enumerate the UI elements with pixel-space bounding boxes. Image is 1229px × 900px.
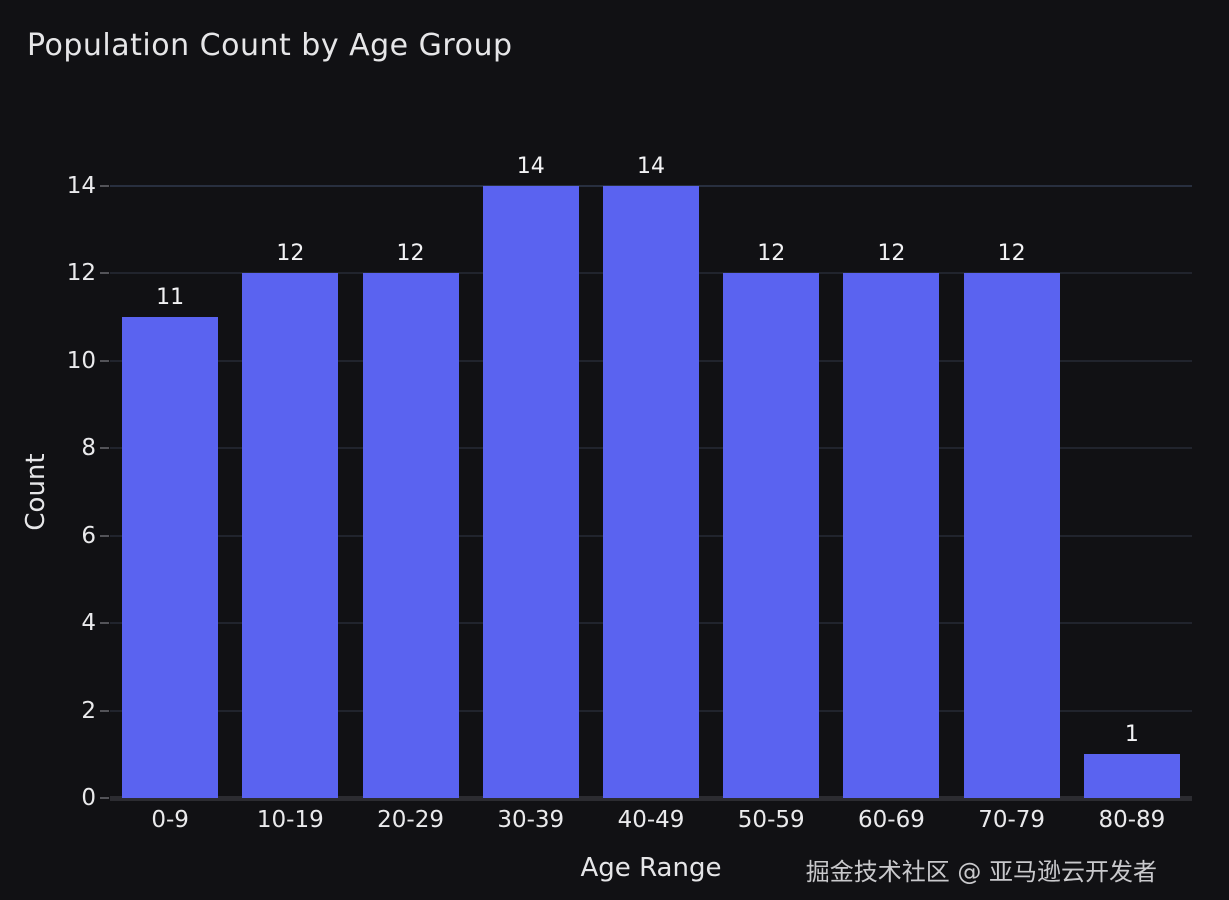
x-tick-label-80-89: 80-89 — [1098, 807, 1166, 833]
bar-value-label-30-39: 14 — [516, 154, 545, 179]
y-tick-mark-10 — [100, 359, 109, 362]
bar-value-label-10-19: 12 — [276, 241, 305, 267]
x-tick-label-30-39: 30-39 — [497, 807, 565, 833]
bar-value-label-20-29: 12 — [396, 241, 425, 267]
x-axis-spine — [110, 796, 1192, 801]
chart-title: Population Count by Age Group — [27, 28, 513, 63]
bar-value-label-80-89: 1 — [1124, 722, 1139, 748]
x-axis-label: Age Range — [580, 853, 722, 883]
bar-30-39[interactable]: 14 — [482, 154, 579, 798]
x-tick-label-50-59: 50-59 — [737, 807, 805, 833]
y-tick-mark-12 — [100, 272, 109, 275]
x-tick-label-40-49: 40-49 — [617, 807, 685, 833]
bar-50-59[interactable]: 12 — [723, 241, 820, 798]
bar-80-89[interactable]: 1 — [1083, 722, 1180, 798]
bar-0-9[interactable]: 11 — [122, 285, 219, 798]
bar-value-label-60-69: 12 — [877, 241, 906, 267]
y-tick-label-2: 2 — [81, 697, 96, 724]
y-tick-mark-4 — [100, 622, 109, 625]
x-tick-label-20-29: 20-29 — [377, 807, 444, 833]
bar-40-49[interactable]: 14 — [603, 154, 699, 798]
bar-20-29[interactable]: 12 — [362, 241, 459, 798]
bar-value-label-50-59: 12 — [757, 241, 786, 267]
y-tick-mark-0 — [100, 797, 109, 799]
y-axis-label: Count — [21, 453, 51, 531]
bar-value-label-0-9: 11 — [156, 285, 185, 311]
x-tick-label-60-69: 60-69 — [858, 807, 925, 833]
x-tick-label-70-79: 70-79 — [978, 807, 1046, 833]
y-tick-label-4: 4 — [81, 610, 96, 637]
y-tick-mark-14 — [100, 185, 109, 187]
bar-10-19[interactable]: 12 — [242, 241, 339, 798]
bar-60-69[interactable]: 12 — [843, 241, 940, 798]
y-tick-mark-8 — [100, 447, 109, 450]
bar-value-label-40-49: 14 — [637, 154, 665, 179]
y-tick-label-12: 12 — [66, 260, 96, 287]
y-tick-label-8: 8 — [81, 435, 96, 462]
x-tick-label-0-9: 0-9 — [151, 807, 189, 833]
y-tick-label-14: 14 — [66, 173, 96, 199]
y-tick-label-0: 0 — [81, 785, 96, 811]
y-tick-mark-6 — [100, 534, 109, 537]
plot-area: 0 2 4 6 8 10 12 14 11 0-9 12 10-19 12 20-29 14 30-39 14 4… — [67, 154, 1192, 833]
x-tick-label-10-19: 10-19 — [256, 807, 324, 833]
watermark: 掘金技术社区 @ 亚马逊云开发者 — [805, 858, 1157, 886]
y-tick-label-10: 10 — [66, 347, 96, 374]
y-tick-mark-2 — [100, 709, 109, 712]
bar-value-label-70-79: 12 — [997, 241, 1026, 267]
bar-70-79[interactable]: 12 — [963, 241, 1060, 798]
y-tick-label-6: 6 — [81, 522, 96, 549]
